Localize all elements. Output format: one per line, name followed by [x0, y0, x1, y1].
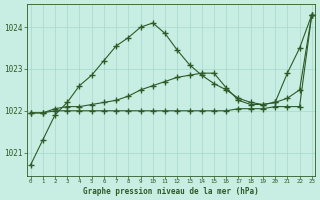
- X-axis label: Graphe pression niveau de la mer (hPa): Graphe pression niveau de la mer (hPa): [83, 187, 259, 196]
